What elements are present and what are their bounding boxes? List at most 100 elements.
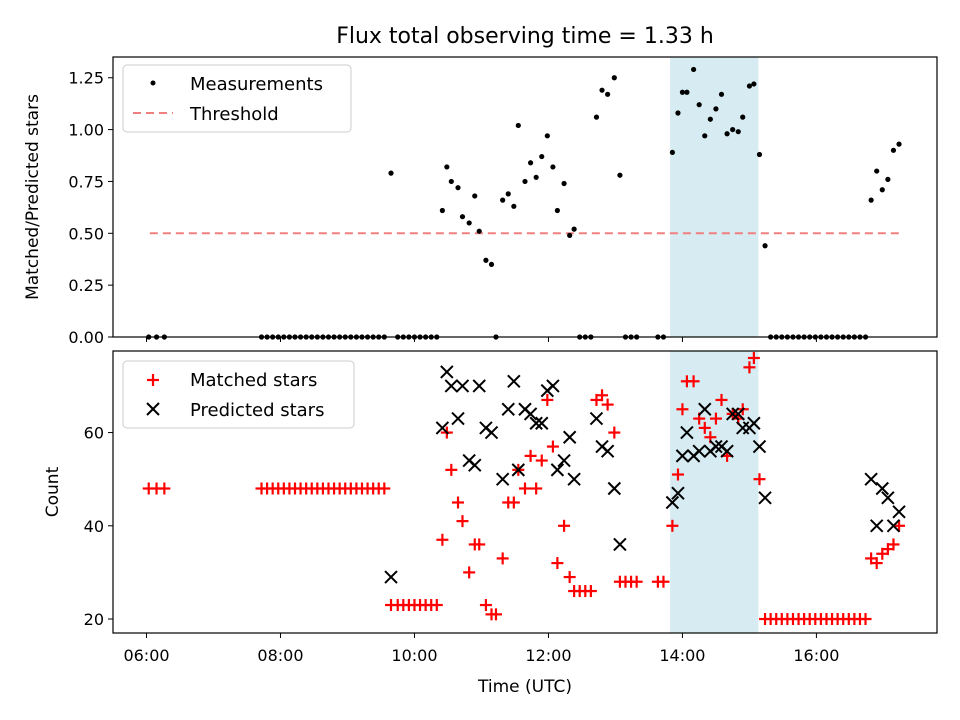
axes-counts: 06:00 08:00 10:00 12:00 14:00 16:00 20 40 60 (84, 424, 840, 665)
data-point (561, 180, 567, 187)
data-point (724, 131, 730, 137)
matched-point (530, 482, 543, 495)
data-point (599, 87, 605, 93)
matched-point (473, 538, 486, 551)
data-point (505, 191, 511, 197)
data-point (476, 228, 482, 234)
matched-point (715, 393, 728, 406)
predicted-point (725, 407, 740, 421)
matched-point (519, 482, 531, 495)
x-tick-label: 08:00 (257, 646, 303, 665)
axes-ratio: 0.00 0.25 0.50 0.75 1.00 1.25 (68, 69, 817, 347)
matched-point (463, 566, 476, 579)
matched-point (666, 519, 679, 532)
x-axis-label: Time (UTC) (477, 677, 572, 697)
matched-point (378, 482, 391, 495)
matched-point (436, 533, 449, 546)
matched-point (671, 468, 684, 481)
matched-point (524, 449, 537, 462)
y-tick-label: 0.75 (68, 172, 104, 191)
matched-point (456, 515, 469, 528)
predicted-point (546, 379, 560, 393)
data-point (500, 197, 506, 203)
plot-frame (112, 56, 938, 338)
legend: Measurements Threshold (122, 64, 352, 133)
x-tick-label: 12:00 (525, 646, 571, 665)
predicted-point (864, 472, 878, 486)
data-point (868, 197, 874, 203)
highlight-span (670, 57, 759, 337)
predicted-point (720, 444, 734, 458)
data-point (874, 168, 880, 174)
x-tick-label: 10:00 (391, 646, 437, 665)
matched-point (546, 440, 559, 453)
matched-point (541, 393, 554, 406)
data-point (762, 243, 768, 249)
predicted-point (892, 505, 906, 519)
data-point (679, 89, 686, 95)
matched-point (657, 575, 670, 588)
predicted-point (484, 425, 499, 440)
predicted-point (709, 439, 723, 454)
figure-title: Flux total observing time = 1.33 h (336, 24, 714, 49)
predicted-point (747, 416, 761, 430)
data-point (740, 114, 746, 120)
predicted-point (562, 430, 577, 444)
matched-point (676, 403, 689, 416)
predicted-point (613, 537, 627, 552)
predicted-point (589, 411, 604, 426)
legend-plus-marker (147, 374, 159, 386)
data-point (527, 160, 534, 166)
predicted-point (881, 491, 895, 505)
predicted-point (870, 519, 884, 533)
data-point (713, 106, 719, 112)
matched-point (507, 496, 520, 509)
predicted-point (507, 374, 521, 389)
y-axis-label: Matched/Predicted stars (23, 94, 43, 300)
data-point (730, 126, 736, 133)
predicted-point (886, 519, 901, 533)
predicted-point (550, 463, 565, 477)
panel-ratio: 0.00 0.25 0.50 0.75 1.00 1.25 Matched/Predict… (23, 56, 938, 347)
panel-counts: 06:00 08:00 10:00 12:00 14:00 16:00 20 40 60 Cou… (43, 350, 938, 697)
matched-point (452, 496, 465, 509)
y-axis-label: Count (43, 466, 63, 517)
data-point (669, 149, 675, 156)
data-point (483, 257, 489, 263)
data-point (448, 178, 454, 185)
data-point (890, 147, 897, 153)
data-point (696, 102, 702, 108)
matched-point (584, 585, 597, 598)
data-point (455, 185, 461, 191)
data-point (439, 207, 445, 214)
matched-point (601, 398, 614, 411)
predicted-point (557, 453, 571, 468)
y-tick-label: 1.25 (68, 69, 104, 88)
data-point (611, 75, 617, 81)
matched-point (630, 575, 643, 588)
data-point (617, 172, 623, 178)
y-tick-label: 1.00 (68, 121, 104, 140)
y-tick-label: 40 (84, 517, 104, 536)
predicted-point (671, 486, 685, 500)
matched-point (870, 557, 883, 570)
predicted-point (875, 481, 889, 496)
matched-point (551, 557, 564, 570)
data-point (684, 89, 690, 95)
count-series (142, 351, 906, 626)
matched-point (479, 599, 492, 612)
matched-point (887, 538, 900, 551)
data-point (756, 151, 763, 158)
data-point (690, 66, 697, 73)
predicted-point (698, 402, 712, 416)
predicted-point (384, 570, 398, 584)
predicted-point (758, 491, 772, 505)
matched-point (158, 482, 171, 495)
predicted-point (468, 458, 482, 472)
y-tick-label: 0.50 (68, 224, 104, 243)
predicted-point (501, 402, 515, 416)
data-point (605, 91, 611, 97)
data-point (571, 226, 577, 232)
predicted-point (600, 444, 615, 458)
